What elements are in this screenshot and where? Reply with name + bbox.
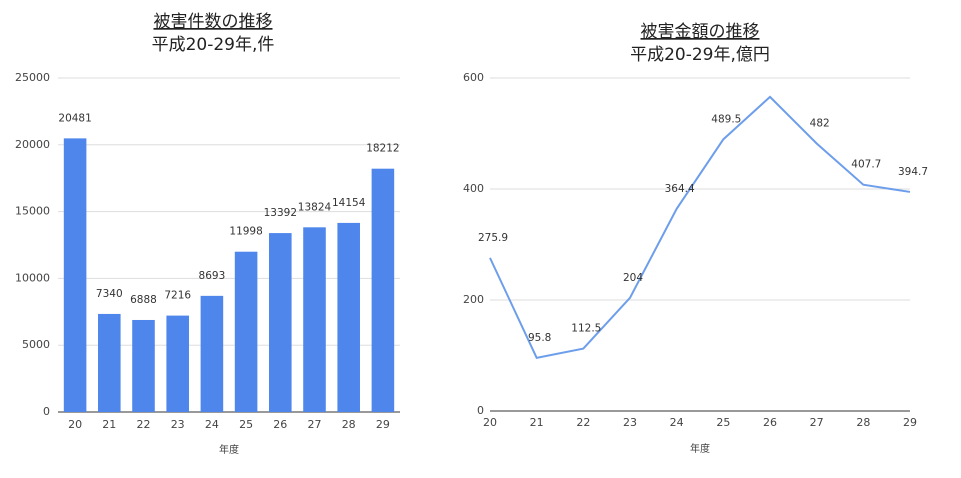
x-tick-label: 27 bbox=[308, 418, 322, 431]
data-label: 7216 bbox=[164, 290, 191, 302]
chart-title: 被害件数の推移 bbox=[154, 12, 273, 32]
y-tick-label: 25000 bbox=[15, 71, 50, 84]
data-label: 95.8 bbox=[528, 332, 551, 344]
x-tick-label: 25 bbox=[716, 416, 730, 429]
data-label: 275.9 bbox=[478, 232, 508, 244]
data-label: 7340 bbox=[96, 288, 123, 300]
y-tick-label: 0 bbox=[43, 405, 50, 418]
y-tick-label: 5000 bbox=[22, 338, 50, 351]
y-tick-label: 0 bbox=[477, 404, 484, 417]
x-tick-label: 25 bbox=[239, 418, 253, 431]
bar bbox=[63, 138, 87, 412]
data-label: 13392 bbox=[264, 207, 297, 219]
data-label: 482 bbox=[810, 117, 830, 129]
data-label: 204 bbox=[623, 272, 643, 284]
data-label: 11998 bbox=[229, 226, 262, 238]
x-tick-label: 21 bbox=[102, 418, 116, 431]
data-label: 6888 bbox=[130, 294, 157, 306]
bar bbox=[371, 168, 395, 412]
data-label: 8693 bbox=[199, 270, 226, 282]
bar bbox=[303, 227, 326, 412]
chart-title: 被害金額の推移 bbox=[641, 22, 760, 42]
bar bbox=[200, 295, 224, 412]
x-tick-label: 26 bbox=[273, 418, 287, 431]
data-label: 18212 bbox=[366, 143, 399, 155]
x-tick-label: 26 bbox=[763, 416, 777, 429]
data-label: 20481 bbox=[58, 112, 91, 124]
y-tick-label: 20000 bbox=[15, 138, 50, 151]
y-tick-label: 15000 bbox=[15, 205, 50, 218]
data-label: 13824 bbox=[298, 201, 332, 213]
y-tick-label: 200 bbox=[463, 293, 484, 306]
bar bbox=[337, 222, 360, 412]
y-tick-label: 400 bbox=[463, 182, 484, 195]
line bbox=[489, 95, 911, 359]
data-label: 364.4 bbox=[665, 183, 695, 195]
bar bbox=[132, 319, 155, 412]
data-label: 407.7 bbox=[851, 159, 881, 171]
data-label: 14154 bbox=[332, 197, 366, 209]
chart-subtitle: 平成20-29年,件 bbox=[152, 35, 275, 55]
bar bbox=[234, 251, 258, 412]
bar bbox=[98, 313, 121, 412]
x-tick-label: 21 bbox=[530, 416, 544, 429]
chart-subtitle: 平成20-29年,億円 bbox=[630, 45, 770, 65]
x-axis-title: 年度 bbox=[219, 443, 239, 456]
data-label: 489.5 bbox=[711, 113, 741, 125]
x-tick-label: 24 bbox=[670, 416, 684, 429]
x-tick-label: 20 bbox=[68, 418, 82, 431]
x-axis-title: 年度 bbox=[690, 442, 710, 455]
bar bbox=[269, 233, 292, 412]
x-tick-label: 23 bbox=[623, 416, 637, 429]
data-label: 394.7 bbox=[898, 166, 928, 178]
x-tick-label: 29 bbox=[903, 416, 917, 429]
x-tick-label: 22 bbox=[137, 418, 151, 431]
bar bbox=[166, 315, 189, 412]
x-tick-label: 22 bbox=[576, 416, 590, 429]
x-tick-label: 28 bbox=[856, 416, 870, 429]
x-tick-label: 27 bbox=[810, 416, 824, 429]
y-tick-label: 600 bbox=[463, 71, 484, 84]
x-tick-label: 23 bbox=[171, 418, 185, 431]
x-tick-label: 29 bbox=[376, 418, 390, 431]
data-label: 112.5 bbox=[571, 323, 601, 335]
x-tick-label: 28 bbox=[342, 418, 356, 431]
x-tick-label: 24 bbox=[205, 418, 219, 431]
y-tick-label: 10000 bbox=[15, 271, 50, 284]
x-tick-label: 20 bbox=[483, 416, 497, 429]
